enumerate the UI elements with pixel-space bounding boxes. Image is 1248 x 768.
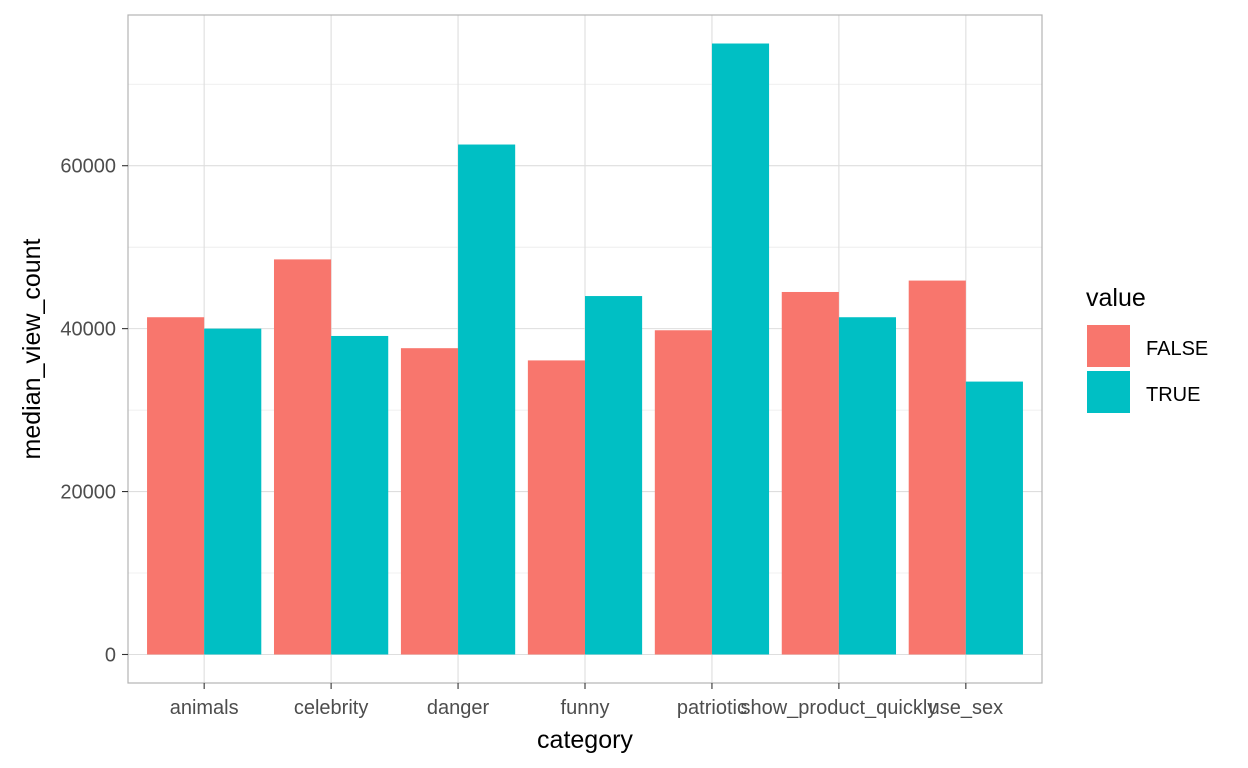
x-tick-label: funny: [561, 697, 610, 719]
bar-true-funny: [585, 296, 643, 655]
x-tick-label: animals: [170, 697, 239, 719]
y-tick-label: 20000: [60, 482, 116, 504]
x-axis-ticks: animals celebrity danger funny patrioticshow…: [170, 683, 1003, 719]
y-axis-ticks: 0 20000 40000 60000: [60, 156, 128, 666]
bar-false-patriotic: [654, 330, 712, 655]
legend-title: value: [1086, 284, 1146, 312]
bar-true-use_sex: [965, 381, 1023, 655]
legend-key-true: [1087, 371, 1130, 413]
bar-true-patriotic: [711, 43, 770, 655]
x-tick-label: patriotic: [677, 697, 747, 719]
legend: value FALSE TRUE: [1086, 284, 1208, 413]
legend-key-false: [1087, 325, 1130, 367]
x-tick-label: show_product_quickly: [740, 697, 937, 719]
bar-false-animals: [147, 317, 205, 655]
bar-false-use_sex: [908, 280, 966, 655]
y-axis-title: median_view_count: [18, 238, 46, 459]
x-tick-label: danger: [427, 697, 490, 719]
legend-label-false: FALSE: [1146, 338, 1208, 360]
bars: [147, 43, 1023, 655]
y-tick-label: 0: [105, 644, 116, 666]
bar-true-animals: [204, 328, 262, 655]
x-tick-label: celebrity: [294, 697, 368, 719]
bar-true-show_product_quickly: [838, 317, 897, 655]
bar-false-show_product_quickly: [781, 291, 839, 655]
bar-false-celebrity: [273, 259, 332, 655]
x-axis-title: category: [537, 726, 633, 754]
bar-false-funny: [527, 360, 585, 655]
bar-true-celebrity: [331, 335, 389, 655]
y-tick-label: 60000: [60, 156, 116, 178]
legend-label-true: TRUE: [1146, 384, 1200, 406]
x-tick-label: use_sex: [929, 697, 1004, 719]
bar-false-danger: [400, 348, 459, 655]
bar-true-danger: [458, 144, 516, 655]
y-tick-label: 40000: [60, 319, 116, 341]
